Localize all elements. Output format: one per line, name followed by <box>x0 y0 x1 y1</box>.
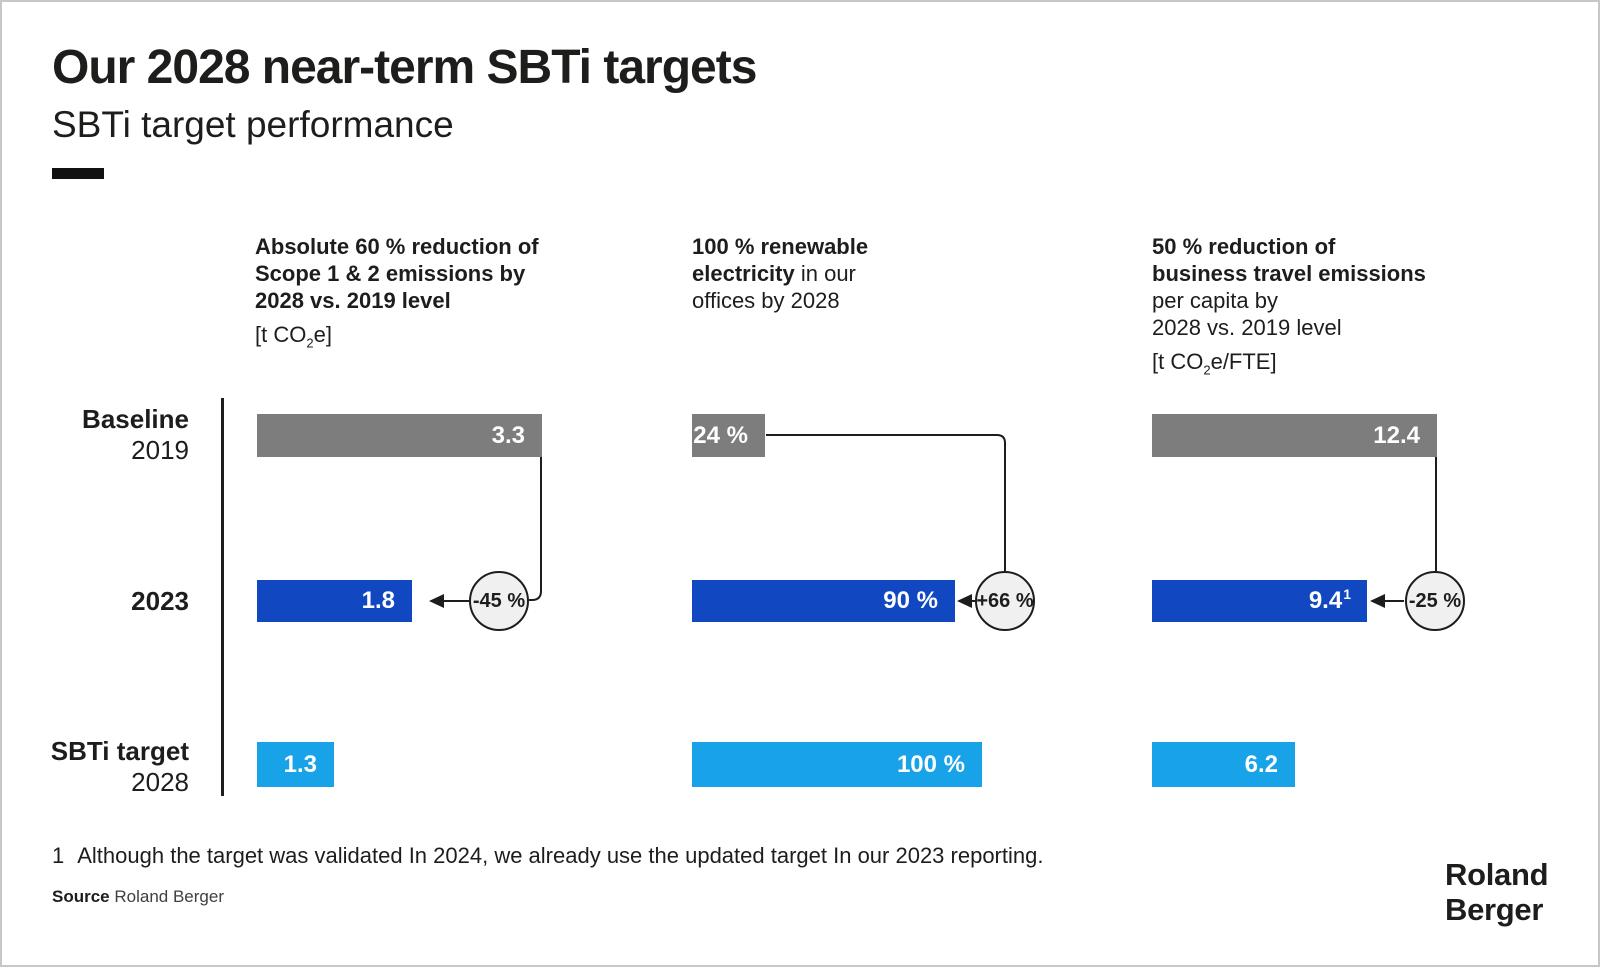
bar-value: 9.41 <box>1308 586 1351 614</box>
bar-baseline-scope12: 3.3 <box>257 414 542 457</box>
footnote-text: Although the target was validated In 202… <box>77 843 1044 868</box>
change-badge-renewable: +66 % <box>975 571 1035 631</box>
bar-value: 1.3 <box>283 750 317 778</box>
bar-value: 24 % <box>693 421 748 449</box>
bar-baseline-renewable: 24 % <box>692 414 765 457</box>
header-line: offices by 2028 <box>692 288 840 313</box>
bar-baseline-travel: 12.4 <box>1152 414 1437 457</box>
bar-value: 6.2 <box>1244 750 1278 778</box>
logo-line: Roland <box>1445 857 1549 892</box>
page-subtitle: SBTi target performance <box>52 104 454 145</box>
header-line: electricity in our <box>692 261 856 286</box>
source-value: Roland Berger <box>114 887 224 906</box>
footnote: 1 Although the target was validated In 2… <box>52 843 1043 869</box>
bar-value: 100 % <box>896 750 965 778</box>
bar-value: 1.8 <box>361 587 395 614</box>
header-line: Scope 1 & 2 emissions by <box>255 261 526 286</box>
column-header-scope12: Absolute 60 % reduction of Scope 1 & 2 e… <box>255 233 539 356</box>
unit-label: [t CO2e] <box>255 322 332 351</box>
axis-line <box>221 398 224 796</box>
header-line: Absolute 60 % reduction of <box>255 234 539 259</box>
footnote-marker: 1 <box>52 843 65 868</box>
bar-target-travel: 6.2 <box>1152 742 1295 787</box>
bar-2023-scope12: 1.8 <box>257 580 412 622</box>
bar-2023-renewable: 90 % <box>692 580 955 622</box>
header-line: 50 % reduction of <box>1152 234 1336 259</box>
row-label-baseline: Baseline 2019 <box>82 404 189 465</box>
change-badge-scope12: -45 % <box>469 571 529 631</box>
column-header-travel: 50 % reduction of business travel emissi… <box>1152 233 1426 383</box>
bar-2023-travel: 9.41 <box>1152 580 1367 622</box>
header-line: 2028 vs. 2019 level <box>1152 315 1342 340</box>
bar-value: 3.3 <box>491 421 525 449</box>
header-line: 100 % renewable <box>692 234 869 259</box>
source-line: Source Roland Berger <box>52 887 224 907</box>
header-line: per capita by <box>1152 288 1278 313</box>
source-label: Source <box>52 887 110 906</box>
header-line: 2028 vs. 2019 level <box>255 288 451 313</box>
logo-line: Berger <box>1445 892 1544 927</box>
roland-berger-logo: Roland Berger <box>1445 857 1549 927</box>
unit-label: [t CO2e/FTE] <box>1152 349 1277 378</box>
bar-target-scope12: 1.3 <box>257 742 334 787</box>
change-badge-travel: -25 % <box>1405 571 1465 631</box>
bar-value: 90 % <box>883 587 938 614</box>
title-underline-dash <box>52 168 104 179</box>
page-title: Our 2028 near-term SBTi targets <box>52 41 757 94</box>
header-line: business travel emissions <box>1152 261 1426 286</box>
bar-target-renewable: 100 % <box>692 742 982 787</box>
row-label-2023: 2023 <box>131 586 189 616</box>
column-header-renewable: 100 % renewable electricity in our offic… <box>692 233 868 314</box>
bar-value: 12.4 <box>1373 421 1420 449</box>
row-label-target: SBTi target 2028 <box>50 736 189 797</box>
